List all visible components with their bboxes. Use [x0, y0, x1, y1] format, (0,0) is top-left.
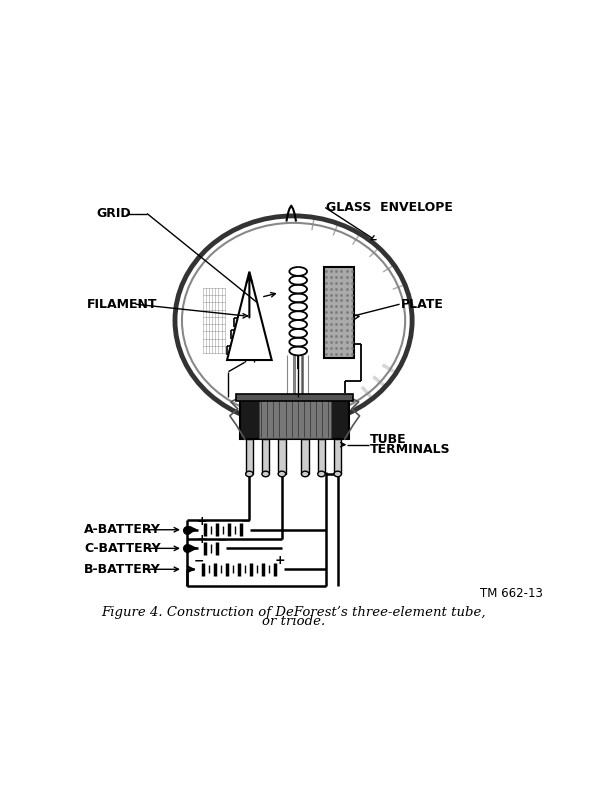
Text: GLASS  ENVELOPE: GLASS ENVELOPE: [326, 201, 453, 214]
Bar: [324, 267, 354, 357]
Bar: [278, 439, 286, 474]
Bar: [245, 439, 253, 474]
Text: +: +: [196, 534, 207, 547]
Bar: [259, 398, 331, 438]
Text: −: −: [217, 534, 227, 547]
Bar: [262, 439, 269, 474]
Ellipse shape: [262, 471, 269, 477]
Ellipse shape: [278, 471, 286, 477]
Text: B-BATTERY: B-BATTERY: [84, 563, 161, 576]
Bar: [240, 397, 349, 439]
Ellipse shape: [301, 471, 309, 477]
Text: −: −: [241, 515, 251, 528]
Ellipse shape: [245, 471, 253, 477]
Ellipse shape: [318, 471, 325, 477]
Polygon shape: [227, 271, 272, 360]
Text: or triode.: or triode.: [262, 615, 325, 628]
Ellipse shape: [175, 216, 412, 425]
Bar: [301, 439, 309, 474]
Bar: [318, 439, 325, 474]
Text: A-BATTERY: A-BATTERY: [84, 523, 161, 536]
Bar: [334, 439, 341, 474]
Bar: [236, 394, 353, 401]
Text: Figure 4. Construction of DeForest’s three-element tube,: Figure 4. Construction of DeForest’s thr…: [101, 605, 486, 618]
Text: PLATE: PLATE: [401, 298, 443, 311]
Ellipse shape: [334, 471, 341, 477]
Text: FILAMENT: FILAMENT: [86, 298, 157, 311]
Text: TUBE: TUBE: [370, 432, 407, 446]
Text: −: −: [194, 555, 205, 568]
Text: TM 662-13: TM 662-13: [479, 588, 542, 601]
Text: +: +: [196, 515, 207, 528]
Text: +: +: [275, 555, 286, 568]
Text: GRID: GRID: [96, 207, 131, 220]
Text: C-BATTERY: C-BATTERY: [84, 542, 161, 555]
Text: TERMINALS: TERMINALS: [370, 443, 451, 456]
